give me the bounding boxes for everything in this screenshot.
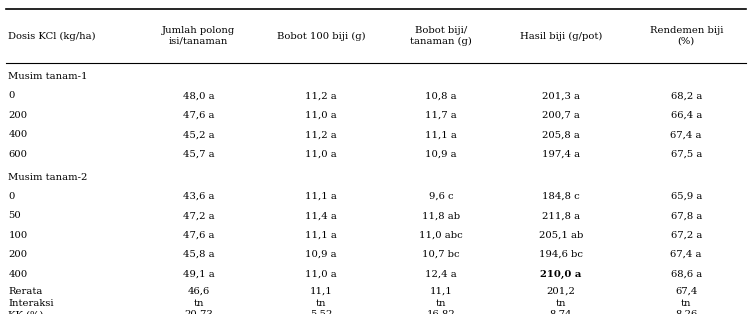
Text: 11,2 a: 11,2 a: [305, 91, 337, 100]
Text: 11,1 a: 11,1 a: [425, 130, 457, 139]
Text: 43,6 a: 43,6 a: [183, 192, 214, 201]
Text: KK (%): KK (%): [8, 310, 44, 314]
Text: 11,1: 11,1: [310, 287, 332, 296]
Text: tn: tn: [556, 299, 566, 307]
Text: 12,4 a: 12,4 a: [425, 270, 457, 279]
Text: 200: 200: [8, 250, 27, 259]
Text: 11,8 ab: 11,8 ab: [422, 211, 460, 220]
Text: Musim tanam-1: Musim tanam-1: [8, 73, 88, 81]
Text: 10,9 a: 10,9 a: [425, 150, 457, 159]
Text: 10,7 bc: 10,7 bc: [422, 250, 460, 259]
Text: 201,3 a: 201,3 a: [542, 91, 580, 100]
Text: 68,6 a: 68,6 a: [670, 270, 702, 279]
Text: 11,0 a: 11,0 a: [305, 111, 337, 120]
Text: Rerata: Rerata: [8, 287, 43, 296]
Text: 0: 0: [8, 91, 15, 100]
Text: 10,9 a: 10,9 a: [305, 250, 337, 259]
Text: 205,1 ab: 205,1 ab: [538, 231, 584, 240]
Text: 205,8 a: 205,8 a: [542, 130, 580, 139]
Text: 45,7 a: 45,7 a: [183, 150, 214, 159]
Text: 48,0 a: 48,0 a: [183, 91, 214, 100]
Text: 11,4 a: 11,4 a: [305, 211, 337, 220]
Text: tn: tn: [316, 299, 326, 307]
Text: 5,52: 5,52: [310, 310, 332, 314]
Text: 100: 100: [8, 231, 28, 240]
Text: Bobot 100 biji (g): Bobot 100 biji (g): [277, 31, 365, 41]
Text: 68,2 a: 68,2 a: [670, 91, 702, 100]
Text: 0: 0: [8, 192, 15, 201]
Text: 66,4 a: 66,4 a: [670, 111, 702, 120]
Text: 67,4: 67,4: [675, 287, 698, 296]
Text: Dosis KCl (kg/ha): Dosis KCl (kg/ha): [8, 31, 96, 41]
Text: 194,6 bc: 194,6 bc: [539, 250, 583, 259]
Text: 11,0 a: 11,0 a: [305, 150, 337, 159]
Text: 50: 50: [8, 211, 21, 220]
Text: 600: 600: [8, 150, 27, 159]
Text: 45,8 a: 45,8 a: [183, 250, 214, 259]
Text: Bobot biji/
tanaman (g): Bobot biji/ tanaman (g): [410, 26, 472, 46]
Text: 67,5 a: 67,5 a: [670, 150, 702, 159]
Text: Interaksi: Interaksi: [8, 299, 54, 307]
Text: 49,1 a: 49,1 a: [183, 270, 214, 279]
Text: 11,0 abc: 11,0 abc: [419, 231, 463, 240]
Text: 16,82: 16,82: [427, 310, 455, 314]
Text: 211,8 a: 211,8 a: [542, 211, 580, 220]
Text: 11,2 a: 11,2 a: [305, 130, 337, 139]
Text: 67,2 a: 67,2 a: [670, 231, 702, 240]
Text: 200,7 a: 200,7 a: [542, 111, 580, 120]
Text: 8,26: 8,26: [675, 310, 698, 314]
Text: 400: 400: [8, 270, 28, 279]
Text: 10,8 a: 10,8 a: [425, 91, 457, 100]
Text: Musim tanam-2: Musim tanam-2: [8, 173, 88, 182]
Text: Hasil biji (g/pot): Hasil biji (g/pot): [520, 31, 602, 41]
Text: 400: 400: [8, 130, 28, 139]
Text: tn: tn: [436, 299, 446, 307]
Text: 197,4 a: 197,4 a: [542, 150, 580, 159]
Text: 11,1 a: 11,1 a: [305, 231, 337, 240]
Text: 67,4 a: 67,4 a: [670, 250, 702, 259]
Text: Rendemen biji
(%): Rendemen biji (%): [650, 26, 723, 46]
Text: 65,9 a: 65,9 a: [670, 192, 702, 201]
Text: tn: tn: [681, 299, 692, 307]
Text: tn: tn: [194, 299, 204, 307]
Text: Jumlah polong
isi/tanaman: Jumlah polong isi/tanaman: [162, 26, 236, 46]
Text: 184,8 c: 184,8 c: [542, 192, 580, 201]
Text: 11,1 a: 11,1 a: [305, 192, 337, 201]
Text: 67,8 a: 67,8 a: [670, 211, 702, 220]
Text: 20,73: 20,73: [184, 310, 213, 314]
Text: 67,4 a: 67,4 a: [670, 130, 702, 139]
Text: 47,6 a: 47,6 a: [183, 111, 214, 120]
Text: 200: 200: [8, 111, 27, 120]
Text: 47,2 a: 47,2 a: [183, 211, 214, 220]
Text: 11,1: 11,1: [430, 287, 452, 296]
Text: 47,6 a: 47,6 a: [183, 231, 214, 240]
Text: 46,6: 46,6: [188, 287, 210, 296]
Text: 11,0 a: 11,0 a: [305, 270, 337, 279]
Text: 9,6 c: 9,6 c: [429, 192, 453, 201]
Text: 8,74: 8,74: [550, 310, 572, 314]
Text: 45,2 a: 45,2 a: [183, 130, 214, 139]
Text: 201,2: 201,2: [547, 287, 575, 296]
Text: 210,0 a: 210,0 a: [540, 270, 582, 279]
Text: 11,7 a: 11,7 a: [425, 111, 457, 120]
